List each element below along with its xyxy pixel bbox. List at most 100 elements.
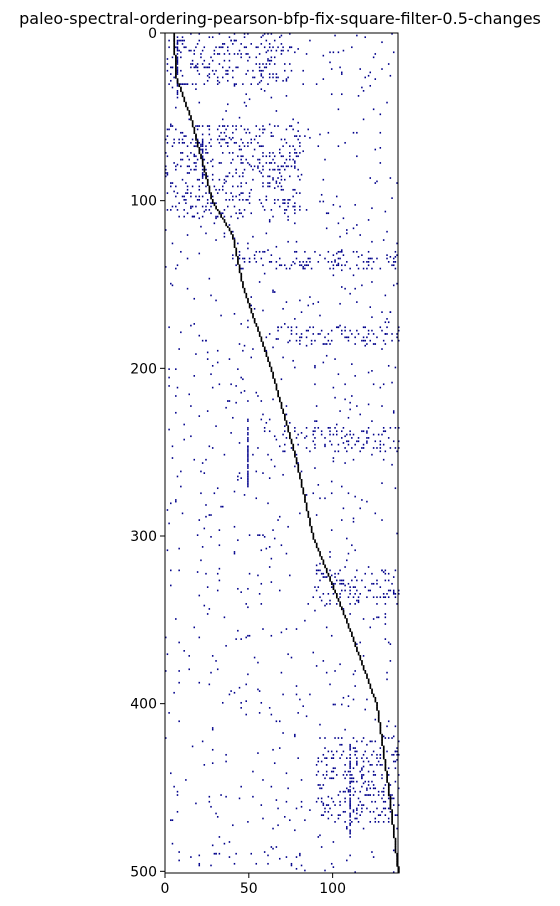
heatmap-cell <box>382 593 385 595</box>
heatmap-cell <box>262 472 264 474</box>
heatmap-cell <box>374 774 377 776</box>
heatmap-cell <box>198 415 201 417</box>
heatmap-cell <box>394 255 397 258</box>
heatmap-cell <box>324 343 326 345</box>
heatmap-cell <box>299 145 301 148</box>
heatmap-cell <box>372 383 375 386</box>
heatmap-cell <box>201 740 204 743</box>
heatmap-cell <box>280 188 283 191</box>
heatmap-cell <box>396 450 398 453</box>
heatmap-cell <box>352 227 355 230</box>
heatmap-cell <box>302 705 304 708</box>
heatmap-cell <box>247 480 249 483</box>
heatmap-cell <box>218 141 221 144</box>
heatmap-cell <box>201 172 204 174</box>
diagonal-cell <box>180 86 182 89</box>
heatmap-cell <box>258 63 261 65</box>
heatmap-cell <box>218 383 221 386</box>
heatmap-cell <box>247 247 249 250</box>
heatmap-cell <box>275 720 278 723</box>
heatmap-cell <box>175 500 177 503</box>
heatmap-cell <box>173 76 175 79</box>
diagonal-cell <box>173 33 176 36</box>
diagonal-cell <box>208 188 211 192</box>
heatmap-cell <box>218 53 221 55</box>
heatmap-cell <box>200 148 202 151</box>
heatmap-cell <box>191 83 194 85</box>
heatmap-cell <box>282 165 284 168</box>
heatmap-cell <box>218 33 221 35</box>
heatmap-cell <box>210 160 212 163</box>
heatmap-cell <box>198 519 201 521</box>
heatmap-cell <box>223 232 226 235</box>
heatmap-cell <box>299 698 301 701</box>
heatmap-cell <box>215 812 217 815</box>
heatmap-cell <box>258 534 261 536</box>
diagonal-cell <box>252 316 254 319</box>
heatmap-cell <box>339 250 341 253</box>
diagonal-cell <box>315 546 318 549</box>
heatmap-cell <box>270 33 273 35</box>
diagonal-cell <box>396 864 398 867</box>
heatmap-cell <box>263 46 266 49</box>
heatmap-cell <box>168 128 170 131</box>
heatmap-cell <box>382 807 385 810</box>
diagonal-cell <box>196 143 199 146</box>
heatmap-cell <box>319 200 321 203</box>
heatmap-cell <box>260 74 263 77</box>
heatmap-cell <box>314 427 316 429</box>
heatmap-cell <box>176 90 179 92</box>
diagonal-cell <box>289 435 291 438</box>
heatmap-cell <box>196 178 199 181</box>
heatmap-cell <box>260 582 263 585</box>
heatmap-cell <box>235 195 237 198</box>
diagonal-cell <box>237 262 239 265</box>
heatmap-cell <box>339 814 341 816</box>
heatmap-cell <box>349 267 351 270</box>
heatmap-cell <box>176 43 179 45</box>
heatmap-cell <box>294 167 296 169</box>
heatmap-cell <box>319 787 321 790</box>
heatmap-cell <box>379 586 382 588</box>
heatmap-cell <box>183 650 185 652</box>
heatmap-cell <box>270 634 273 637</box>
diagonal-cell <box>349 628 352 631</box>
heatmap-cell <box>218 125 221 127</box>
heatmap-cell <box>243 257 246 260</box>
heatmap-cell <box>339 257 341 260</box>
diagonal-cell <box>198 147 201 150</box>
heatmap-cell <box>180 39 182 42</box>
heatmap-cell <box>320 787 323 790</box>
heatmap-cell <box>294 212 296 215</box>
diagonal-cell <box>386 779 388 782</box>
heatmap-cell <box>273 465 276 468</box>
heatmap-cell <box>245 713 247 716</box>
heatmap-cell <box>190 168 192 171</box>
heatmap-cell <box>351 395 353 397</box>
heatmap-cell <box>200 470 202 473</box>
heatmap-cell <box>386 678 388 681</box>
heatmap-cell <box>227 175 229 178</box>
heatmap-cell <box>170 182 172 184</box>
diagonal-cell <box>297 465 300 468</box>
diagonal-cell <box>391 812 393 815</box>
heatmap-cell <box>278 445 281 448</box>
diagonal-cell <box>228 229 231 232</box>
heatmap-cell <box>240 125 242 127</box>
heatmap-cell <box>314 383 316 386</box>
heatmap-cell <box>205 66 207 69</box>
diagonal-cell <box>372 693 375 696</box>
heatmap-cell <box>277 185 279 188</box>
heatmap-cell <box>357 797 360 800</box>
diagonal-cell <box>320 556 323 559</box>
heatmap-cell <box>258 250 261 253</box>
heatmap-cell <box>210 205 212 208</box>
heatmap-cell <box>357 599 360 602</box>
heatmap-cell <box>240 43 242 45</box>
heatmap-cell <box>243 390 246 392</box>
heatmap-cell <box>394 447 397 449</box>
heatmap-cell <box>329 433 331 436</box>
diagonal-cell <box>382 747 385 750</box>
heatmap-cell <box>386 725 388 728</box>
heatmap-cell <box>218 544 221 547</box>
